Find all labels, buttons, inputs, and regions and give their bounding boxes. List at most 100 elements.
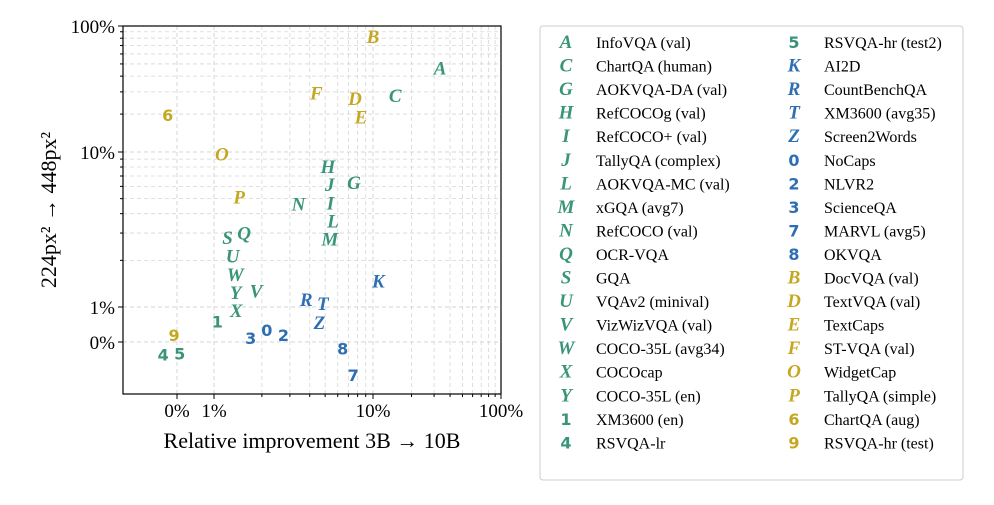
legend-label: xGQA (avg7) [596,200,684,217]
legend-marker: H [558,103,575,124]
data-point-E: E [354,108,368,129]
data-point-N: N [291,194,307,215]
legend-marker: K [787,56,802,77]
legend-marker: S [561,268,572,289]
legend-marker: 2 [788,174,799,193]
legend-marker: D [786,291,801,312]
data-point-R: R [299,290,313,311]
legend-label: DocVQA (val) [824,271,919,288]
legend-frame [539,25,964,481]
legend-marker: V [560,315,574,336]
data-point-3: 3 [245,329,256,348]
legend-label: VizWizVQA (val) [596,318,712,335]
y-axis-label: 224px² → 448px² [36,132,61,289]
data-point-O: O [215,145,229,166]
x-tick-label: 0% [164,401,190,422]
legend-label: RefCOCOg (val) [596,106,706,123]
legend-label: NoCaps [824,153,876,170]
legend-marker: O [787,362,801,383]
legend-marker: 3 [788,198,799,217]
data-point-6: 6 [162,106,173,125]
data-point-Q: Q [237,223,251,244]
y-tick-label: 100% [71,17,116,38]
data-point-G: G [347,173,361,194]
data-point-P: P [232,187,245,208]
legend-marker: 9 [788,433,799,452]
data-point-U: U [226,246,241,267]
legend-marker: 5 [788,33,799,52]
legend-marker: M [557,197,576,218]
legend-marker: G [559,79,573,100]
data-point-7: 7 [348,366,359,385]
data-point-H: H [319,157,336,178]
data-point-4: 4 [158,346,169,365]
data-point-D: D [347,89,362,110]
legend-marker: L [559,173,572,194]
legend-label: RSVQA-hr (test) [824,435,934,452]
legend: A InfoVQA (val) C ChartQA (human) G AOKVQA-DA… [539,25,964,481]
x-tick-label: 100% [479,401,524,422]
legend-label: TallyQA (complex) [596,153,721,170]
legend-marker: Q [559,244,573,265]
data-point-J: J [324,175,335,196]
legend-marker: 4 [560,433,571,452]
data-point-Z: Z [313,313,326,334]
legend-label: VQAv2 (minival) [596,294,709,311]
data-point-L: L [326,212,339,233]
legend-label: TallyQA (simple) [824,388,936,405]
legend-label: RefCOCO (val) [596,223,698,240]
legend-marker: P [787,385,800,406]
data-point-S: S [222,228,233,249]
data-point-W: W [227,265,245,286]
legend-label: ChartQA (aug) [824,412,920,429]
data-point-B: B [366,27,380,48]
legend-label: COCOcap [596,365,663,382]
x-tick-label: 1% [201,401,227,422]
legend-label: ST-VQA (val) [824,341,915,358]
legend-marker: W [558,338,576,359]
legend-label: RefCOCO+ (val) [596,129,707,146]
legend-marker: E [787,315,801,336]
legend-label: AOKVQA-MC (val) [596,176,730,193]
legend-label: ScienceQA [824,200,897,217]
legend-label: WidgetCap [824,365,896,382]
data-point-0: 0 [261,321,272,340]
data-point-F: F [309,84,323,105]
legend-label: RSVQA-hr (test2) [824,35,942,52]
legend-label: OKVQA [824,247,882,264]
legend-label: XM3600 (avg35) [824,106,936,123]
legend-marker: B [787,268,801,289]
legend-marker: 1 [560,410,571,429]
data-point-K: K [371,272,386,293]
legend-marker: 7 [788,221,799,240]
legend-label: CountBenchQA [824,82,928,99]
legend-marker: 6 [788,410,799,429]
legend-marker: U [559,291,574,312]
data-point-X: X [229,301,244,322]
legend-label: NLVR2 [824,176,874,193]
data-point-5: 5 [174,344,185,363]
legend-label: Screen2Words [824,129,917,146]
axis-ticks: 0% 1% 10% 100% 0% 1% 10% 100% [71,17,524,422]
legend-label: XM3600 (en) [596,412,684,429]
legend-marker: C [560,56,573,77]
y-tick-label: 0% [90,333,116,354]
data-point-8: 8 [337,339,348,358]
data-point-Y: Y [230,283,244,304]
legend-label: COCO-35L (en) [596,388,701,405]
legend-marker: I [561,126,570,147]
data-point-1: 1 [212,313,223,332]
legend-marker: T [788,103,801,124]
legend-label: COCO-35L (avg34) [596,341,725,358]
legend-marker: 0 [788,151,799,170]
legend-marker: Z [787,126,800,147]
legend-label: OCR-VQA [596,247,669,264]
legend-label: TextVQA (val) [824,294,920,311]
legend-label: AI2D [824,59,860,76]
grid [123,26,501,394]
x-axis-label: Relative improvement 3B → 10B [164,428,461,453]
legend-label: AOKVQA-DA (val) [596,82,727,99]
data-point-M: M [320,230,339,251]
